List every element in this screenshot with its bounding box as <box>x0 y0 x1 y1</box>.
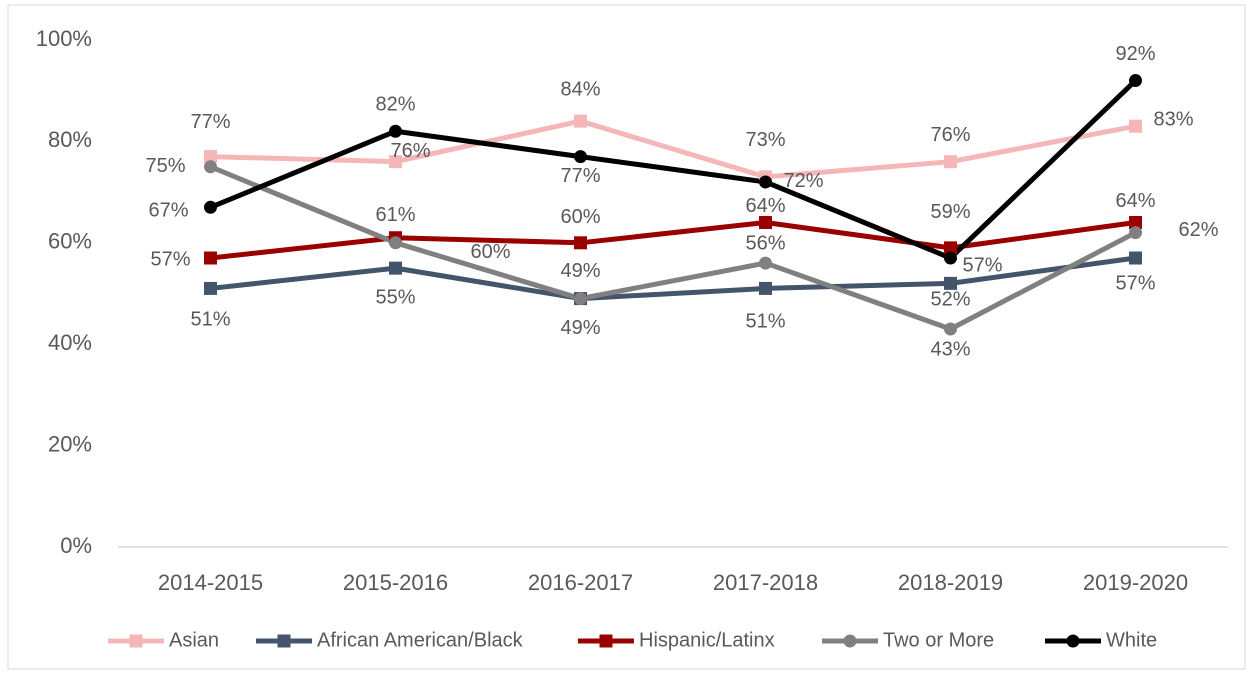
chart-frame <box>7 4 1246 670</box>
data-point <box>574 150 587 164</box>
data-point <box>1129 119 1142 133</box>
data-point <box>944 322 957 336</box>
data-point <box>204 150 217 164</box>
data-label: 51% <box>190 309 230 331</box>
data-point <box>574 114 587 128</box>
data-point <box>204 251 217 265</box>
data-label: 75% <box>145 155 185 177</box>
data-label: 77% <box>190 111 230 133</box>
data-label: 67% <box>148 200 188 222</box>
data-point <box>389 261 402 275</box>
data-label: 51% <box>745 311 785 333</box>
data-label: 49% <box>560 260 600 282</box>
data-point <box>759 281 772 295</box>
legend-label: Asian <box>169 629 219 651</box>
legend-marker <box>277 634 291 648</box>
data-point <box>389 236 402 250</box>
y-tick-label: 20% <box>48 431 92 456</box>
x-tick-label: 2019-2020 <box>1083 570 1188 595</box>
legend-label: White <box>1106 629 1157 651</box>
data-point <box>574 236 587 250</box>
data-label: 73% <box>745 129 785 151</box>
x-tick-label: 2016-2017 <box>528 570 633 595</box>
x-tick-label: 2015-2016 <box>343 570 448 595</box>
data-label: 61% <box>375 204 415 226</box>
data-label: 62% <box>1178 219 1218 241</box>
y-tick-label: 0% <box>60 533 92 558</box>
y-tick-label: 40% <box>48 330 92 355</box>
data-point <box>389 124 402 138</box>
data-label: 82% <box>375 94 415 116</box>
data-point <box>759 256 772 270</box>
data-point <box>759 216 772 230</box>
data-label: 64% <box>1115 190 1155 212</box>
series-line <box>210 255 1136 302</box>
data-point <box>759 175 772 189</box>
series-line <box>209 164 1137 332</box>
data-label: 76% <box>390 140 430 162</box>
data-label: 72% <box>783 170 823 192</box>
data-label: 77% <box>560 165 600 187</box>
data-label: 60% <box>560 206 600 228</box>
series-line <box>210 220 1136 261</box>
legend-marker <box>129 634 143 648</box>
data-label: 60% <box>470 241 510 263</box>
data-point <box>204 200 217 214</box>
data-point <box>389 155 402 169</box>
data-point <box>204 281 217 295</box>
data-label: 49% <box>560 317 600 339</box>
data-label: 76% <box>930 124 970 146</box>
data-point <box>944 251 957 265</box>
y-tick-label: 80% <box>48 127 92 152</box>
series-line <box>210 118 1136 180</box>
x-tick-label: 2014-2015 <box>158 570 263 595</box>
y-tick-label: 100% <box>36 26 92 51</box>
data-point <box>204 160 217 174</box>
x-tick-label: 2018-2019 <box>898 570 1003 595</box>
data-label: 57% <box>962 254 1002 276</box>
data-label: 92% <box>1115 43 1155 65</box>
legend-label: Two or More <box>883 629 994 651</box>
data-point <box>1129 216 1142 230</box>
data-label: 57% <box>150 248 190 270</box>
data-point <box>944 276 957 290</box>
legend-marker <box>599 634 613 648</box>
data-label: 57% <box>1115 272 1155 294</box>
data-point <box>1129 226 1142 240</box>
data-label: 56% <box>745 232 785 254</box>
legend-marker <box>1066 634 1080 648</box>
data-label: 64% <box>745 195 785 217</box>
data-point <box>944 155 957 169</box>
data-label: 84% <box>560 78 600 100</box>
series-line <box>209 78 1138 261</box>
data-point <box>574 292 587 306</box>
data-label: 52% <box>930 289 970 311</box>
y-tick-label: 60% <box>48 229 92 254</box>
data-label: 43% <box>930 338 970 360</box>
data-label: 59% <box>930 201 970 223</box>
data-point <box>1129 251 1142 265</box>
data-point <box>1129 74 1142 88</box>
data-label: 55% <box>375 286 415 308</box>
legend-label: African American/Black <box>317 629 524 651</box>
data-label: 83% <box>1153 108 1193 130</box>
legend-label: Hispanic/Latinx <box>639 629 775 651</box>
legend-marker <box>843 634 857 648</box>
data-point <box>944 241 957 255</box>
x-tick-label: 2017-2018 <box>713 570 818 595</box>
